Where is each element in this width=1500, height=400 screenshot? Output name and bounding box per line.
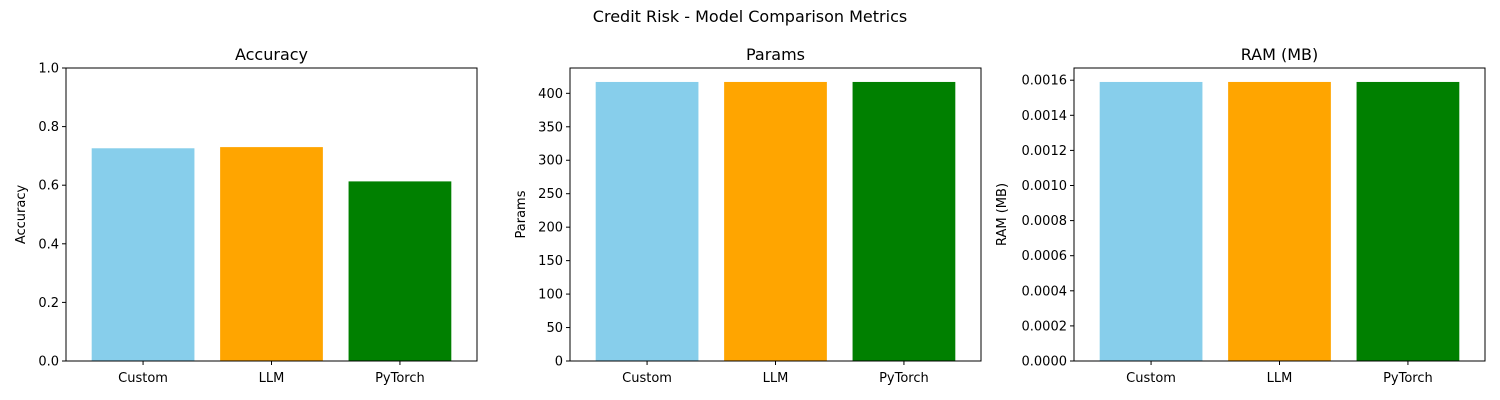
y-tick-label: 0.8 xyxy=(38,120,59,135)
y-tick-label: 400 xyxy=(538,87,563,102)
x-tick-label: LLM xyxy=(763,371,789,386)
y-tick-label: 0.0000 xyxy=(1022,355,1068,370)
y-tick-label: 0.0014 xyxy=(1022,109,1068,124)
bar-pytorch xyxy=(852,81,956,361)
y-tick-label: 0.0012 xyxy=(1022,144,1068,159)
y-tick-label: 150 xyxy=(538,254,563,269)
bar-llm xyxy=(1228,81,1331,361)
y-tick-label: 200 xyxy=(538,221,563,236)
y-tick-label: 50 xyxy=(546,321,563,336)
subplot-title: Params xyxy=(746,45,805,64)
y-tick-label: 0.0004 xyxy=(1022,284,1068,299)
bar-pytorch xyxy=(348,181,452,361)
bar-custom xyxy=(1099,81,1203,361)
bar-pytorch xyxy=(1356,81,1460,361)
x-tick-label: Custom xyxy=(118,371,168,386)
subplot-title: Accuracy xyxy=(235,45,308,64)
y-axis-label: Params xyxy=(514,190,529,238)
bar-custom xyxy=(91,148,195,361)
y-tick-label: 350 xyxy=(538,120,563,135)
y-tick-label: 0.4 xyxy=(38,237,59,252)
x-tick-label: PyTorch xyxy=(879,371,929,386)
y-tick-label: 100 xyxy=(538,288,563,303)
y-tick-label: 250 xyxy=(538,187,563,202)
y-tick-label: 0.0006 xyxy=(1022,249,1068,264)
x-tick-label: LLM xyxy=(1267,371,1293,386)
y-tick-label: 0.0 xyxy=(38,355,59,370)
y-tick-label: 0.0010 xyxy=(1022,179,1068,194)
x-tick-label: Custom xyxy=(1126,371,1176,386)
x-tick-label: LLM xyxy=(259,371,285,386)
y-tick-label: 300 xyxy=(538,154,563,169)
y-axis-label: RAM (MB) xyxy=(995,183,1010,246)
y-tick-label: 0 xyxy=(555,355,563,370)
subplot-3: Custom LLM PyTorch 0.0000 0.0002 0.0004 0.0006… xyxy=(995,45,1486,386)
y-tick-label: 1.0 xyxy=(38,62,59,77)
subplot-2: Custom LLM PyTorch 0 50 100 150 200 250 300 350 400… xyxy=(514,45,982,386)
bar-custom xyxy=(595,81,699,361)
x-tick-label: PyTorch xyxy=(1383,371,1433,386)
x-tick-label: PyTorch xyxy=(375,371,425,386)
y-tick-label: 0.2 xyxy=(38,296,59,311)
y-tick-label: 0.0016 xyxy=(1022,74,1068,89)
y-axis-label: Accuracy xyxy=(14,185,29,245)
subplots: Custom LLM PyTorch 0.0 0.2 0.4 0.6 0.8 1.0 Accura… xyxy=(14,45,1486,386)
y-tick-label: 0.6 xyxy=(38,179,59,194)
y-tick-label: 0.0002 xyxy=(1022,319,1068,334)
bar-llm xyxy=(220,147,323,361)
y-tick-label: 0.0008 xyxy=(1022,214,1068,229)
x-tick-label: Custom xyxy=(622,371,672,386)
bar-llm xyxy=(724,81,827,361)
subplot-1: Custom LLM PyTorch 0.0 0.2 0.4 0.6 0.8 1.0 Accura… xyxy=(14,45,478,386)
figure-suptitle: Credit Risk - Model Comparison Metrics xyxy=(593,7,907,26)
subplot-title: RAM (MB) xyxy=(1241,45,1319,64)
